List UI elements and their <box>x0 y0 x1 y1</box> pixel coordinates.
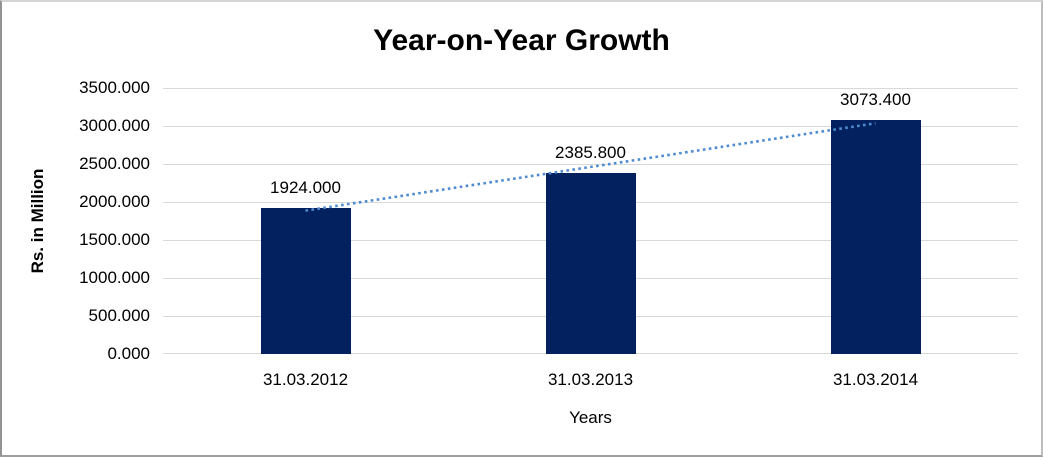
y-tick-label: 0.000 <box>107 344 150 363</box>
y-axis-title: Rs. in Million <box>28 168 47 274</box>
x-category-label: 31.03.2012 <box>262 370 349 389</box>
bar <box>830 120 921 354</box>
y-tick-label: 1000.000 <box>79 268 150 287</box>
y-tick-label: 3500.000 <box>79 78 150 97</box>
gridline <box>163 164 1018 165</box>
trendline <box>305 121 876 212</box>
x-category-label: 31.03.2013 <box>547 370 634 389</box>
bar <box>260 207 351 354</box>
y-tick-label: 3000.000 <box>79 116 150 135</box>
y-tick-label: 500.000 <box>88 306 150 325</box>
y-tick-label: 2500.000 <box>79 154 150 173</box>
bar-data-label: 3073.400 <box>840 90 911 110</box>
gridline <box>163 126 1018 127</box>
bar-data-label: 2385.800 <box>555 142 626 162</box>
gridline <box>163 88 1018 89</box>
chart-title: Year-on-Year Growth <box>373 24 670 57</box>
bar-data-label: 1924.000 <box>270 177 341 197</box>
bar <box>545 172 636 354</box>
x-axis-title: Years <box>569 408 612 427</box>
x-category-label: 31.03.2014 <box>832 370 919 389</box>
plot-area: 1924.000 2385.800 3073.400 <box>163 88 1018 354</box>
y-tick-label: 1500.000 <box>79 230 150 249</box>
y-tick-label: 2000.000 <box>79 192 150 211</box>
